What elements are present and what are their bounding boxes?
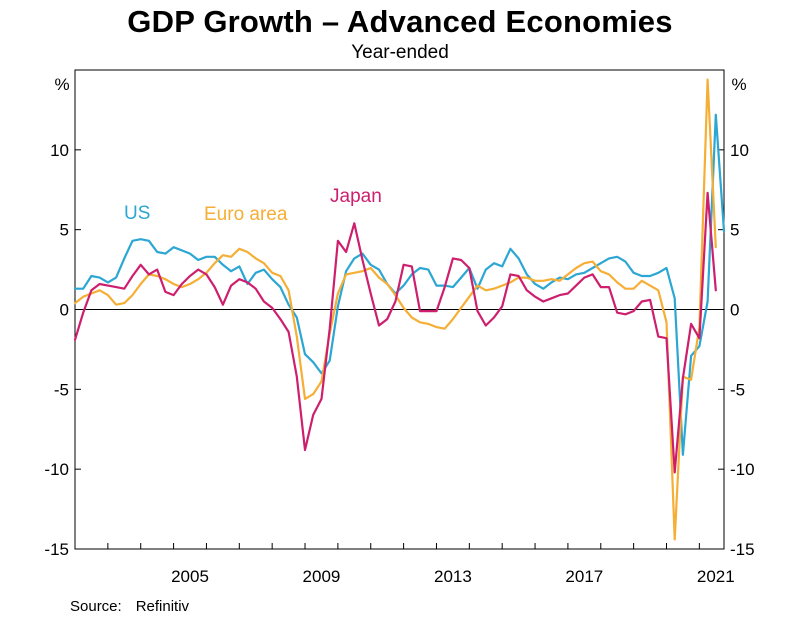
y-tick-label-right: 0 (730, 301, 739, 320)
series-label-japan: Japan (330, 186, 382, 207)
x-tick-label: 2021 (697, 567, 735, 586)
y-tick-label-right: -10 (730, 460, 755, 479)
source-note: Source: Refinitiv (70, 598, 189, 615)
source-value: Refinitiv (135, 598, 190, 615)
x-tick-label: 2009 (303, 567, 341, 586)
chart-title: GDP Growth – Advanced Economies (127, 4, 673, 39)
x-tick-label: 2013 (434, 567, 472, 586)
series-label-us: US (124, 203, 150, 224)
y-tick-label-left: 10 (50, 141, 69, 160)
y-tick-label-right: 5 (730, 221, 739, 240)
y-tick-label-left: -10 (44, 460, 69, 479)
y-tick-label-left: -15 (44, 540, 69, 559)
y-axis-unit-left: % (54, 75, 69, 94)
y-tick-label-left: 0 (60, 301, 69, 320)
y-tick-label-right: 10 (730, 141, 749, 160)
chart-subtitle: Year-ended (351, 42, 449, 63)
y-tick-label-left: 5 (60, 221, 69, 240)
x-tick-label: 2017 (565, 567, 603, 586)
x-tick-label: 2005 (171, 567, 209, 586)
series-label-euro-area: Euro area (204, 204, 288, 225)
series-line-japan (73, 191, 717, 474)
source-label: Source: (70, 598, 122, 615)
y-tick-label-right: -5 (730, 380, 745, 399)
y-tick-label-left: -5 (54, 380, 69, 399)
series-line-euro-area (73, 78, 717, 541)
y-axis-unit-right: % (731, 75, 746, 94)
series-line-us (73, 113, 726, 456)
y-tick-label-right: -15 (730, 540, 755, 559)
